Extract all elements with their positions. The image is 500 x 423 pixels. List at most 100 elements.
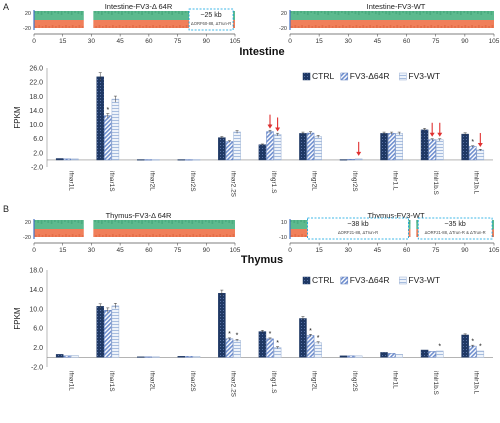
coverage-texture xyxy=(296,11,299,15)
coverage-texture xyxy=(51,234,54,237)
bar-fv3-64r xyxy=(144,159,153,161)
coverage-texture xyxy=(439,11,442,15)
legend: CTRL FV3-Δ64R FV3-WT xyxy=(302,71,440,81)
coverage-texture xyxy=(231,220,234,224)
coverage-texture xyxy=(205,234,208,237)
bar-fv3-64r xyxy=(266,338,274,358)
coverage-texture xyxy=(108,235,111,237)
coverage-texture xyxy=(412,11,415,13)
coverage-texture xyxy=(450,25,453,28)
coverage-texture xyxy=(164,11,167,13)
coverage-texture xyxy=(117,220,120,223)
coverage-texture xyxy=(361,11,364,13)
coverage-texture xyxy=(228,220,230,223)
bar-ctrl xyxy=(420,349,429,358)
coverage-x-tick-label: 45 xyxy=(117,247,125,254)
coverage-texture xyxy=(307,11,309,15)
significance-star: * xyxy=(228,331,231,338)
coverage-texture xyxy=(75,26,77,28)
bar-ctrl xyxy=(218,293,226,358)
coverage-texture xyxy=(47,11,50,14)
coverage-texture xyxy=(211,220,214,224)
coverage-texture xyxy=(148,235,151,237)
bar-fv3-wt xyxy=(233,340,241,358)
coverage-texture xyxy=(77,11,80,14)
coverage-texture xyxy=(464,25,467,28)
category-label: ifngr2S xyxy=(351,371,358,392)
highlight-arrow-head xyxy=(437,132,443,137)
coverage-texture xyxy=(64,220,66,222)
coverage-ytick-top: 20 xyxy=(25,220,31,226)
coverage-texture xyxy=(447,26,450,28)
coverage-texture xyxy=(65,234,67,237)
coverage-texture xyxy=(94,220,96,222)
coverage-texture xyxy=(101,11,103,15)
coverage-texture xyxy=(300,220,302,222)
highlight-arrow-head xyxy=(275,127,281,132)
coverage-texture xyxy=(102,235,104,237)
bar-ctrl xyxy=(96,306,104,358)
bar-fv3-64r xyxy=(387,133,396,161)
coverage-texture xyxy=(427,26,429,28)
category-label: ifnar2S xyxy=(189,171,196,192)
coverage-texture xyxy=(453,11,455,13)
deletion-orfs-label: ΔORF60-88, ΔTrun-R xyxy=(191,21,231,26)
coverage-texture xyxy=(490,11,493,15)
coverage-texture xyxy=(470,11,472,15)
coverage-texture xyxy=(172,25,175,28)
category-label: ifnlr1.L xyxy=(392,171,399,191)
bar-fv3-64r xyxy=(63,355,72,358)
coverage-texture xyxy=(68,235,71,237)
coverage-texture xyxy=(219,234,221,237)
coverage-texture xyxy=(430,25,433,28)
category-label: ifnar2.2S xyxy=(229,171,236,198)
bar-ctrl xyxy=(258,331,267,358)
legend-label: FV3-Δ64R xyxy=(350,71,390,81)
coverage-x-tick-label: 90 xyxy=(203,38,211,45)
coverage-texture xyxy=(348,25,351,28)
coverage-texture xyxy=(137,220,140,223)
coverage-texture xyxy=(347,11,350,15)
bar-fv3-64r xyxy=(306,335,315,358)
bar-fv3-wt xyxy=(192,356,201,358)
coverage-texture xyxy=(221,220,224,224)
coverage-texture xyxy=(115,26,118,28)
coverage-texture xyxy=(70,11,73,15)
coverage-texture xyxy=(174,11,177,13)
deletion-orfs-label: ΔORF21-88, ΔTrun-R xyxy=(338,230,378,235)
coverage-texture xyxy=(304,235,307,237)
coverage-texture xyxy=(61,235,64,237)
coverage-texture xyxy=(311,26,314,28)
coverage-texture xyxy=(40,220,43,224)
coverage-x-tick-label: 90 xyxy=(203,247,211,254)
y-tick-label: 18.0 xyxy=(29,94,43,101)
coverage-forward-band xyxy=(290,11,494,20)
bar-fv3-wt xyxy=(436,139,444,161)
coverage-texture xyxy=(385,11,387,14)
coverage-texture xyxy=(481,26,484,28)
y-tick-label: -2.0 xyxy=(31,365,43,372)
category-label: ifnlr1b.L xyxy=(473,171,480,195)
coverage-texture xyxy=(80,11,83,15)
coverage-texture xyxy=(67,220,70,223)
bar-fv3-64r xyxy=(347,158,355,161)
panel-a-title: Intestine xyxy=(239,46,284,58)
coverage-texture xyxy=(294,234,297,237)
deletion-annotation-box xyxy=(188,8,234,31)
category-label: ifnlr1b.L xyxy=(473,371,480,395)
coverage-track-intestine_d64r: 20 -200 15 30 45 60 75 90 105 Intestine-FV3-Δ 64R… xyxy=(23,2,241,45)
coverage-track-thymus_wt: 10 -100 15 30 45 60 75 90 105 Thymus-FV3-WT~38 kb… xyxy=(279,211,500,254)
significance-star: * xyxy=(106,107,109,114)
coverage-reverse-band xyxy=(34,20,235,28)
coverage-texture xyxy=(392,11,394,13)
bar-fv3-64r xyxy=(468,146,477,161)
coverage-texture xyxy=(54,220,56,222)
coverage-texture xyxy=(402,11,404,13)
bar-fv3-64r xyxy=(468,345,477,358)
coverage-texture xyxy=(191,220,194,224)
coverage-texture xyxy=(396,25,399,28)
coverage-track-intestine_wt: 20 -200 15 30 45 60 75 90 105 Intestine-FV3-WT xyxy=(279,2,500,45)
coverage-texture xyxy=(471,25,473,28)
coverage-texture xyxy=(44,220,46,222)
legend-swatch xyxy=(340,72,349,81)
